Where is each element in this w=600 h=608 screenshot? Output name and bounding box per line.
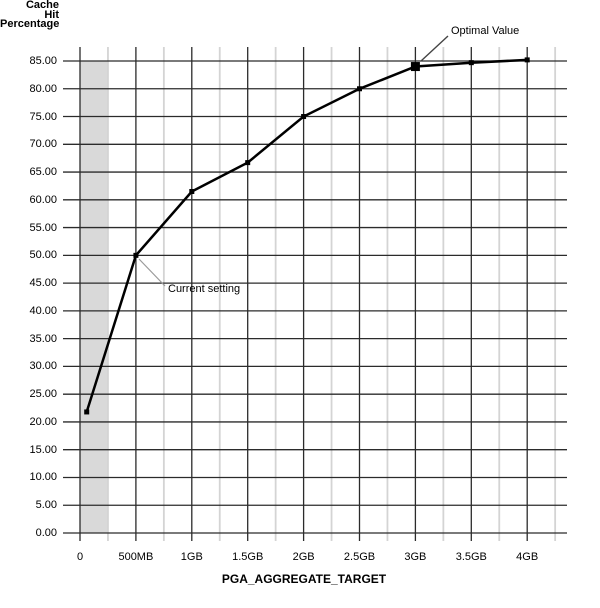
- y-tick-label: 15.00: [29, 443, 57, 456]
- x-tick-label: 4GB: [516, 551, 539, 563]
- current-setting-leader-line: [138, 258, 166, 287]
- shaded-region: [80, 60, 108, 534]
- annotation-leaders: [138, 35, 449, 287]
- x-tick-label: 1.5GB: [232, 551, 264, 563]
- y-tick-label: 65.00: [29, 166, 57, 179]
- x-tick-label: 2.5GB: [343, 551, 376, 563]
- y-tick-label: 25.00: [29, 388, 57, 401]
- y-tick-label: 75.00: [29, 110, 57, 123]
- data-point: [357, 86, 362, 92]
- y-tick-label: 70.00: [29, 138, 57, 151]
- grid-horizontal: [63, 60, 567, 534]
- y-tick-label: 20.00: [29, 415, 57, 428]
- y-tick-label: 5.00: [35, 499, 57, 512]
- y-tick-label: 85.00: [29, 54, 57, 67]
- y-tick-label: 40.00: [29, 304, 57, 317]
- y-tick-label: 50.00: [29, 249, 57, 262]
- y-axis-title: Cache Hit Percentage: [0, 0, 60, 30]
- y-axis-title-line: Hit: [44, 8, 59, 21]
- y-axis-title-line: Percentage: [0, 18, 60, 30]
- data-point: [84, 409, 90, 415]
- x-tick-label: 3.5GB: [455, 551, 487, 563]
- x-tick-label: 0: [76, 551, 84, 563]
- y-tick-label: 55.00: [29, 221, 57, 234]
- cache-hit-line: [85, 58, 528, 413]
- y-tick-label: 35.00: [29, 332, 57, 345]
- optimal-value-leader-line: [420, 35, 449, 62]
- data-point: [301, 114, 307, 120]
- x-tick-label: 2GB: [292, 551, 315, 563]
- data-points: [84, 57, 530, 415]
- y-tick-label: 60.00: [29, 193, 57, 206]
- data-point: [468, 60, 474, 66]
- x-tick-label: 500MB: [118, 551, 154, 563]
- data-point: [245, 160, 251, 166]
- data-point: [524, 57, 530, 63]
- y-axis-title-line: Cache: [25, 0, 59, 11]
- x-axis-title: PGA_AGGREGATE_TARGET: [221, 572, 387, 586]
- data-point: [133, 252, 139, 258]
- grid-major-vertical: [79, 47, 528, 541]
- x-tick-label: 3GB: [404, 551, 427, 563]
- grid-minor-vertical: [107, 47, 557, 541]
- x-tick-label: 1GB: [180, 551, 203, 563]
- annotation-optimal-value: Optimal Value: [451, 25, 520, 37]
- y-tick-label: 45.00: [29, 277, 57, 290]
- y-tick-label: 30.00: [29, 360, 57, 373]
- data-point: [189, 188, 195, 194]
- annotation-current-setting: Current setting: [168, 283, 241, 295]
- y-tick-label: 10.00: [29, 471, 57, 484]
- data-point-optimal: [410, 62, 420, 72]
- y-tick-label: 0.00: [35, 527, 57, 539]
- y-tick-label: 80.00: [29, 82, 57, 95]
